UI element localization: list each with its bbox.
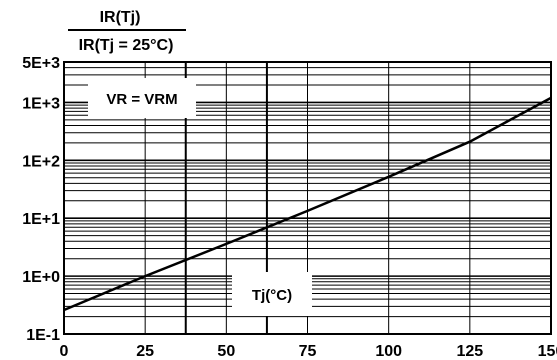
- x-axis-label: Tj(°C): [252, 287, 292, 304]
- y-tick-labels: 5E+3 1E+3 1E+2 1E+1 1E+0 1E-1: [22, 55, 60, 344]
- y-tick-label: 1E+3: [22, 95, 60, 112]
- x-tick-labels: 0 25 50 75 100 125 150: [60, 343, 557, 360]
- y-tick-label: 1E-1: [26, 327, 60, 344]
- x-tick-label: 150: [538, 343, 557, 360]
- series: [63, 96, 552, 312]
- x-tick-label: 100: [375, 343, 402, 360]
- y-tick-label: 1E+0: [22, 269, 60, 286]
- x-tick-label: 125: [456, 343, 483, 360]
- x-axis-label-box: [232, 272, 312, 316]
- y-axis-label-denominator: IR(Tj = 25°C): [79, 37, 174, 54]
- x-tick-label: 0: [60, 343, 69, 360]
- x-tick-label: 25: [136, 343, 154, 360]
- y-tick-label: 1E+2: [22, 153, 60, 170]
- y-axis-label-numerator: IR(Tj): [100, 9, 141, 26]
- y-tick-label: 1E+1: [22, 211, 60, 228]
- annotation-box: [88, 78, 196, 118]
- y-tick-label: 5E+3: [22, 55, 60, 72]
- series-line: [63, 96, 552, 312]
- plot-frame: [63, 61, 552, 335]
- x-tick-label: 50: [217, 343, 235, 360]
- x-tick-label: 75: [299, 343, 317, 360]
- annotation-label: VR = VRM: [106, 91, 177, 108]
